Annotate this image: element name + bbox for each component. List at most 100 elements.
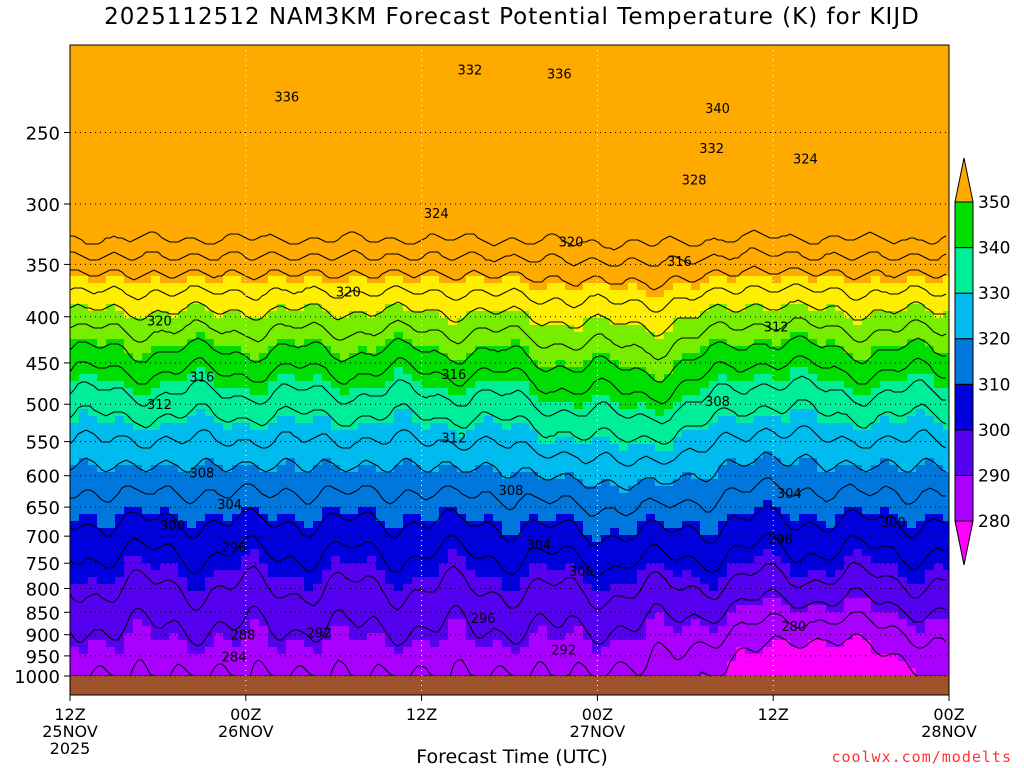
band-cell (547, 45, 557, 284)
band-cell (529, 290, 539, 326)
band-cell (682, 318, 692, 354)
band-cell (916, 339, 926, 375)
band-cell (520, 472, 530, 522)
band-cell (376, 45, 386, 284)
band-cell (457, 437, 467, 473)
band-cell (637, 402, 647, 445)
band-cell (907, 304, 917, 340)
band-cell (817, 381, 827, 424)
band-cell (745, 514, 755, 564)
band-cell (259, 514, 269, 564)
band-cell (367, 388, 377, 424)
band-cell (925, 619, 935, 677)
band-cell (295, 577, 305, 641)
band-cell (808, 640, 818, 677)
colorbar-segment (954, 383, 974, 431)
isentrope-label: 320 (559, 235, 584, 250)
band-cell (736, 465, 746, 515)
band-cell (943, 430, 949, 473)
isentrope-label: 324 (793, 152, 818, 167)
band-cell (403, 458, 413, 515)
x-tick-date: 25NOV (42, 722, 98, 741)
isentrope-label: 300 (569, 565, 594, 580)
band-cell (853, 395, 863, 431)
band-cell (547, 570, 557, 641)
isentrope-label: 332 (699, 142, 724, 157)
band-cell (322, 458, 332, 508)
band-cell (196, 654, 206, 677)
band-cell (520, 283, 530, 312)
band-cell (214, 633, 224, 677)
band-cell (592, 542, 602, 592)
band-cell (502, 535, 512, 592)
band-cell (826, 276, 836, 305)
band-cell (565, 563, 575, 634)
band-cell (862, 430, 872, 473)
band-cell (700, 311, 710, 347)
band-cell (115, 577, 125, 655)
band-cell (178, 472, 188, 522)
band-cell (331, 430, 341, 466)
band-cell (583, 584, 593, 641)
band-cell (421, 472, 431, 522)
band-cell (124, 633, 134, 677)
band-cell (772, 640, 782, 677)
band-cell (403, 283, 413, 312)
band-cell (439, 353, 449, 389)
band-cell (898, 619, 908, 662)
band-cell (853, 283, 863, 326)
band-cell (358, 276, 368, 312)
band-cell (367, 283, 377, 319)
band-cell (844, 318, 854, 354)
band-cell (313, 374, 323, 417)
band-cell (394, 654, 404, 677)
band-cell (673, 402, 683, 438)
band-cell (313, 276, 323, 305)
band-cell (268, 276, 278, 312)
band-cell (763, 549, 773, 599)
band-cell (628, 325, 638, 368)
band-cell (745, 381, 755, 424)
band-cell (250, 619, 260, 677)
band-cell (862, 45, 872, 284)
band-cell (439, 318, 449, 354)
band-cell (97, 283, 107, 312)
band-cell (376, 423, 386, 473)
band-cell (79, 584, 89, 655)
band-cell (97, 311, 107, 347)
band-cell (718, 339, 728, 375)
band-cell (448, 549, 458, 620)
band-cell (376, 311, 386, 347)
band-cell (286, 458, 296, 515)
band-cell (322, 381, 332, 417)
band-cell (853, 430, 863, 466)
band-cell (754, 416, 764, 459)
band-cell (70, 339, 80, 382)
band-cell (322, 45, 332, 284)
band-cell (349, 311, 359, 354)
band-cell (79, 514, 89, 585)
band-cell (151, 465, 161, 515)
band-cell (907, 45, 917, 277)
band-cell (529, 514, 539, 564)
band-cell (835, 423, 845, 466)
band-cell (817, 472, 827, 522)
band-cell (889, 514, 899, 564)
band-cell (565, 514, 575, 564)
band-cell (97, 45, 107, 284)
band-cell (898, 661, 908, 677)
band-cell (196, 591, 206, 655)
band-cell (871, 346, 881, 389)
band-cell (241, 633, 251, 677)
band-cell (511, 423, 521, 473)
isentrope-308 (70, 451, 947, 491)
band-cell (196, 465, 206, 522)
band-cell (259, 395, 269, 431)
x-tick-time: 00Z (230, 705, 261, 724)
band-cell (376, 633, 386, 677)
band-cell (844, 598, 854, 641)
band-cell (349, 430, 359, 473)
band-cell (718, 276, 728, 305)
band-cell (277, 339, 287, 375)
band-cell (907, 668, 917, 677)
